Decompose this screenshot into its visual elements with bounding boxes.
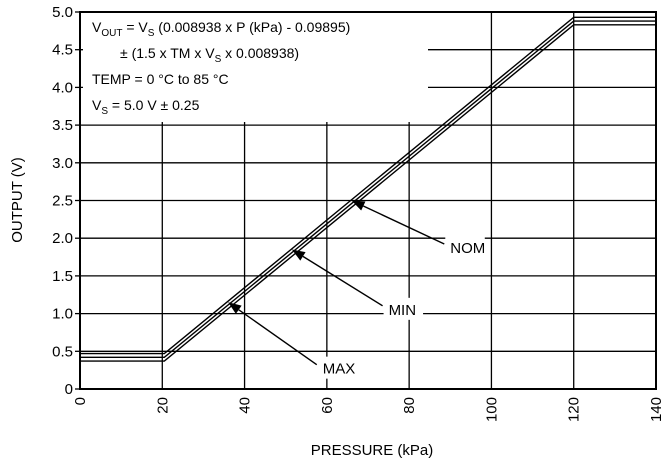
y-tick-label: 5.0: [52, 4, 73, 21]
y-tick-label: 4.0: [52, 79, 73, 96]
equation-line-2: ± (1.5 x TM x VS x 0.008938): [120, 45, 299, 65]
y-tick-label: 1.0: [52, 306, 73, 323]
annotation-arrowhead-max: [228, 302, 242, 314]
series-line-max: [80, 16, 656, 355]
x-tick-label: 120: [566, 397, 583, 422]
annotation-bg-nom: [445, 236, 485, 259]
annotation-label-nom: NOM: [450, 240, 485, 257]
y-tick-label: 3.5: [52, 117, 73, 134]
x-tick-label: 40: [237, 397, 254, 414]
y-tick-label: 2.5: [52, 193, 73, 210]
y-tick-label: 2.0: [52, 230, 73, 247]
x-tick-label: 140: [648, 397, 665, 422]
x-tick-label: 60: [319, 397, 336, 414]
data-series: [80, 16, 656, 362]
temp-range-label: TEMP = 0 °C to 85 °C: [92, 71, 229, 87]
y-tick-label: 3.0: [52, 155, 73, 172]
plot-frame: [79, 11, 657, 390]
annotation-arrowhead-min: [291, 249, 306, 261]
series-line-nom: [80, 20, 656, 359]
annotation-bg-max: [317, 356, 358, 379]
annotation-arrowhead-nom: [351, 200, 366, 211]
info-box: [83, 10, 428, 122]
series-line-min: [80, 24, 656, 362]
y-axis-label: OUTPUT (V): [9, 157, 26, 243]
annotation-arrow-nom: [363, 205, 445, 245]
y-tick-label: 4.5: [52, 42, 73, 59]
x-tick-label: 0: [72, 397, 89, 405]
x-tick-label: 80: [401, 397, 418, 414]
annotation-label-max: MAX: [323, 361, 356, 378]
supply-voltage-label: VS = 5.0 V ± 0.25: [92, 97, 200, 117]
annotation-label-min: MIN: [389, 302, 417, 319]
x-tick-label: 100: [483, 397, 500, 422]
x-tick-label: 20: [154, 397, 171, 414]
tick-labels: 0 20 40 60 80 100 120 140 0 0.5 1.0 1.5 2.0 2.5 3.0 3.5…: [52, 4, 665, 422]
annotation-bg-min: [383, 297, 424, 320]
y-tick-label: 0: [65, 381, 73, 398]
annotation-arrow-min: [302, 255, 383, 307]
y-tick-label: 0.5: [52, 343, 73, 360]
equation-line-1: VOUT = VS (0.008938 x P (kPa) - 0.09895): [92, 19, 350, 39]
x-axis-label: PRESSURE (kPa): [311, 442, 434, 459]
annotations: NOM MIN MAX: [228, 200, 485, 379]
annotation-arrow-max: [238, 309, 318, 366]
y-tick-label: 1.5: [52, 268, 73, 285]
